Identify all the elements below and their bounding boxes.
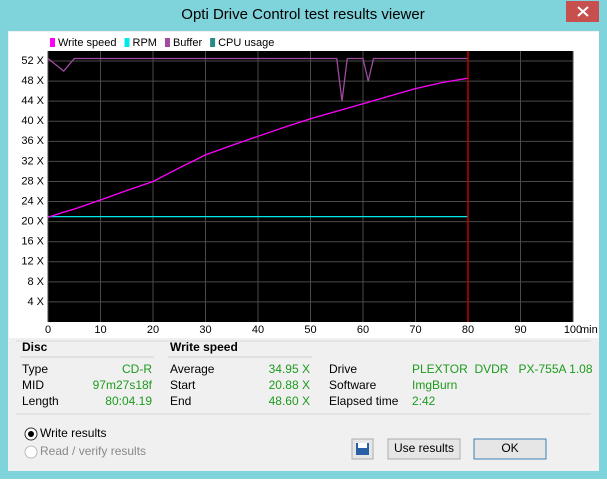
button-label[interactable]: Use results: [394, 441, 454, 455]
x-tick-label: 100: [564, 324, 582, 336]
x-tick-label: 10: [94, 324, 106, 336]
y-tick-label: 16 X: [21, 236, 44, 248]
info-value: 80:04.19: [105, 394, 152, 408]
section-title: Write speed: [170, 340, 238, 354]
legend-swatch: [50, 38, 55, 47]
x-axis-unit: min: [580, 324, 598, 336]
info-label: Start: [170, 378, 196, 392]
y-tick-label: 40 X: [21, 115, 44, 127]
legend-swatch: [210, 38, 216, 47]
series-line: [47, 77, 469, 218]
window-title: Opti Drive Control test results viewer: [181, 6, 424, 23]
x-tick-label: 0: [45, 324, 51, 336]
info-value: CD-R: [122, 362, 152, 376]
info-label: Drive: [329, 362, 357, 376]
save-icon-label: [358, 443, 367, 448]
info-value: ImgBurn: [412, 378, 457, 392]
info-label: End: [170, 394, 191, 408]
info-label: Length: [22, 394, 59, 408]
x-tick-label: 20: [147, 324, 159, 336]
y-tick-label: 32 X: [21, 155, 44, 167]
info-label: Type: [22, 362, 48, 376]
info-value: 48.60 X: [269, 394, 310, 408]
y-tick-label: 36 X: [21, 135, 44, 147]
section-title: Disc: [22, 340, 48, 354]
y-tick-label: 44 X: [21, 95, 44, 107]
info-value: 97m27s18f: [93, 378, 153, 392]
x-tick-label: 50: [304, 324, 316, 336]
radio: [24, 445, 38, 459]
info-label: MID: [22, 378, 44, 392]
legend-swatch: [124, 38, 130, 47]
button[interactable]: [473, 438, 547, 460]
info-label: Average: [170, 362, 215, 376]
y-tick-label: 28 X: [21, 175, 44, 187]
y-tick-label: 12 X: [21, 256, 44, 268]
y-tick-label: 52 X: [21, 55, 44, 67]
legend-swatch: [164, 38, 170, 47]
button[interactable]: [387, 438, 461, 460]
legend-label: Buffer: [173, 37, 202, 49]
y-tick-label: 24 X: [21, 195, 44, 207]
legend-label: CPU usage: [218, 37, 274, 49]
radio-label: Read / verify results: [40, 444, 146, 458]
button-label[interactable]: OK: [501, 441, 518, 455]
y-tick-label: 4 X: [27, 296, 44, 308]
info-value: PLEXTOR DVDR PX-755A 1.08: [412, 362, 593, 376]
info-value: 34.95 X: [269, 362, 310, 376]
y-tick-label: 48 X: [21, 75, 44, 87]
y-tick-label: 8 X: [27, 276, 44, 288]
info-label: Elapsed time: [329, 394, 399, 408]
x-tick-label: 40: [252, 324, 264, 336]
legend-label: RPM: [133, 37, 157, 49]
x-tick-label: 60: [357, 324, 369, 336]
info-value: 2:42: [412, 394, 436, 408]
x-tick-label: 80: [462, 324, 474, 336]
x-tick-label: 90: [514, 324, 526, 336]
x-tick-label: 70: [409, 324, 421, 336]
y-tick-label: 20 X: [21, 216, 44, 228]
info-label: Software: [329, 378, 377, 392]
legend-label: Write speed: [58, 37, 117, 49]
x-tick-label: 30: [199, 324, 211, 336]
radio-label[interactable]: Write results: [40, 426, 106, 440]
radio-dot: [28, 431, 34, 437]
series-line: [47, 57, 468, 102]
info-value: 20.88 X: [269, 378, 310, 392]
close-icon: [577, 6, 589, 17]
